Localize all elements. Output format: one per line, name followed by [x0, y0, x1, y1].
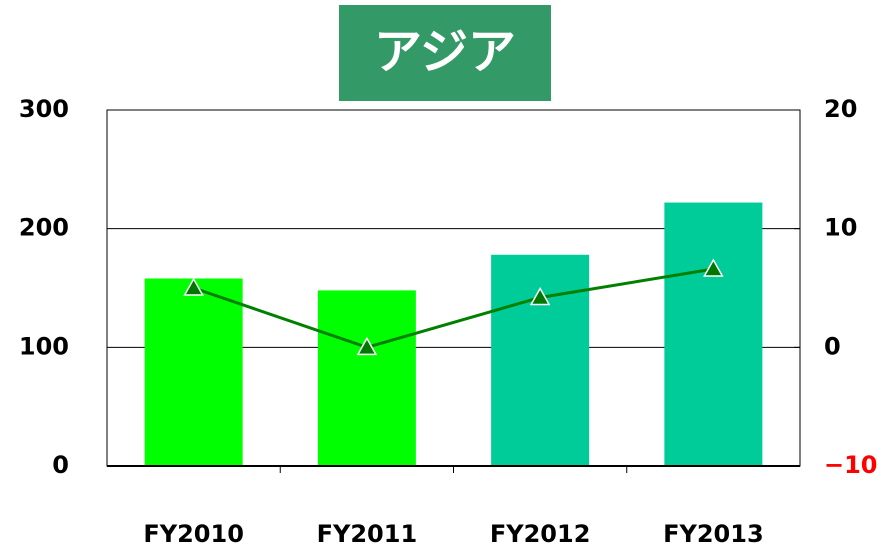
x-tick-label: FY2011	[317, 520, 418, 548]
marker	[356, 336, 378, 356]
marker	[183, 277, 204, 296]
marker	[703, 258, 724, 277]
y2-tick-label: 0	[824, 332, 841, 360]
x-tick-label: FY2013	[663, 520, 764, 548]
marker	[529, 286, 551, 306]
x-tick-label: FY2012	[490, 520, 591, 548]
bar	[144, 278, 243, 466]
chart-title: アジア	[374, 24, 516, 80]
y2-tick-label: −10	[824, 451, 878, 479]
y2-tick-label: 10	[824, 214, 857, 242]
line	[193, 267, 714, 349]
title-box	[339, 5, 551, 101]
y-tick-label: 200	[19, 214, 69, 242]
bar	[317, 290, 416, 466]
y-tick-label: 0	[52, 451, 69, 479]
x-tick-label: FY2010	[143, 520, 244, 548]
y2-tick-label: 20	[824, 95, 857, 123]
bar	[664, 202, 763, 466]
y-tick-label: 300	[19, 95, 69, 123]
y-tick-label: 100	[19, 332, 69, 360]
bar	[491, 254, 590, 466]
